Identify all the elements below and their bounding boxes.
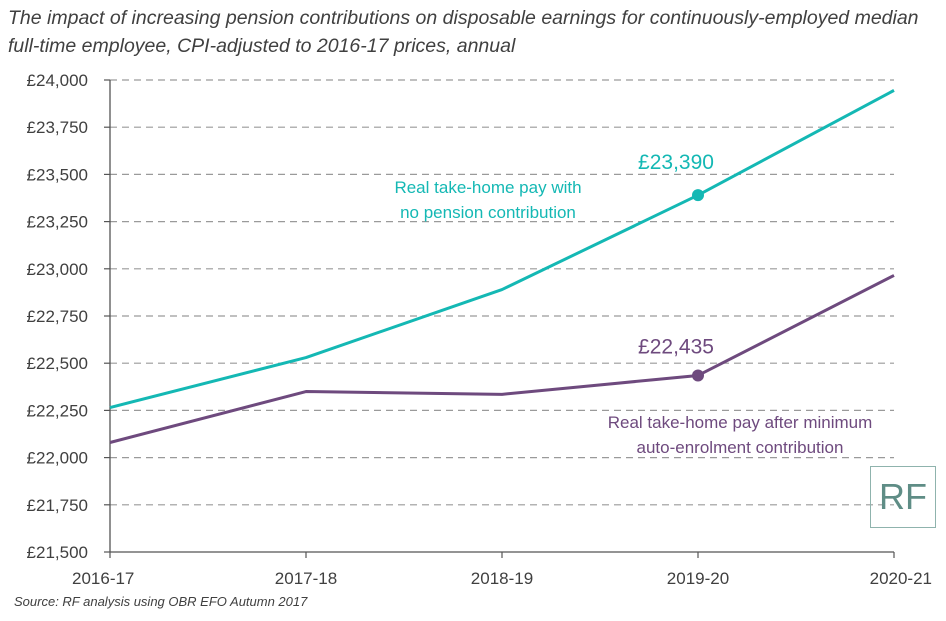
series-label-0: Real take-home pay with no pension contri… [394, 178, 581, 222]
x-tick-label: 2019-20 [667, 569, 729, 588]
y-tick-label: £22,250 [27, 401, 88, 420]
data-label-1: £22,435 [638, 335, 714, 358]
series-label-line: Real take-home pay with [394, 178, 581, 197]
y-axis-ticks: £21,500 £21,750 £22,000 £22,250 £22,500 £22,7… [27, 71, 88, 562]
rf-logo: RF [870, 466, 936, 528]
chart-title: The impact of increasing pension contrib… [8, 7, 919, 57]
x-tick-label: 2017-18 [275, 569, 337, 588]
highlight-point-1 [692, 369, 704, 382]
x-tick-label: 2018-19 [471, 569, 533, 588]
highlight-point-0 [692, 189, 704, 202]
y-tick-label: £23,500 [27, 165, 88, 184]
y-tick-label: £21,750 [27, 496, 88, 515]
x-tick-label: 2016-17 [72, 569, 134, 588]
series-label-1: Real take-home pay after minimum auto-enr… [608, 413, 873, 457]
y-tick-label: £22,500 [27, 354, 88, 373]
series-annotations: £23,390 Real take-home pay with no pension… [394, 151, 872, 457]
series-label-line: Real take-home pay after minimum [608, 413, 873, 432]
y-tick-label: £22,000 [27, 449, 88, 468]
x-axis-ticks: 2016-17 2017-18 2018-19 2019-20 2020-21 [72, 552, 932, 588]
series-label-line: no pension contribution [400, 203, 576, 222]
y-tick-label: £23,750 [27, 118, 88, 137]
source-note: Source: RF analysis using OBR EFO Autumn… [14, 594, 308, 609]
y-tick-label: £21,500 [27, 543, 88, 562]
gridlines [110, 79, 894, 506]
y-tick-label: £23,250 [27, 213, 88, 232]
series-markers [692, 189, 704, 382]
y-tick-label: £22,750 [27, 307, 88, 326]
y-tick-label: £23,000 [27, 260, 88, 279]
data-label-0: £23,390 [638, 151, 714, 174]
series-line-0 [109, 89, 895, 410]
series-line-1 [109, 274, 895, 444]
series-lines [109, 89, 895, 444]
series-label-line: auto-enrolment contribution [637, 438, 844, 457]
y-tick-label: £24,000 [27, 71, 88, 90]
x-tick-label: 2020-21 [870, 569, 932, 588]
